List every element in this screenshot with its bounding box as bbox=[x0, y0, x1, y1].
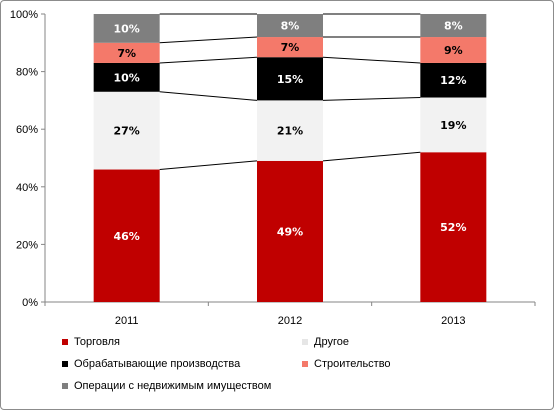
series-line bbox=[159, 36, 258, 44]
legend-label: Строительство bbox=[314, 358, 391, 370]
y-tick-label: 80% bbox=[16, 67, 38, 79]
series-line bbox=[159, 91, 258, 101]
series-line bbox=[322, 151, 421, 162]
legend-item: Другое bbox=[302, 336, 349, 348]
x-tick-label: 2013 bbox=[441, 315, 465, 327]
data-label: 15% bbox=[277, 73, 303, 86]
bar-segment bbox=[420, 14, 487, 38]
legend-item: Операции с недвижимым имуществом bbox=[62, 380, 271, 392]
data-label: 7% bbox=[281, 41, 300, 54]
y-tick-label: 40% bbox=[16, 182, 38, 194]
data-label: 52% bbox=[440, 221, 466, 234]
data-label: 19% bbox=[440, 119, 466, 132]
series-line bbox=[322, 56, 421, 64]
y-tick-label: 20% bbox=[16, 239, 38, 251]
series-line bbox=[159, 56, 258, 64]
legend-swatch bbox=[62, 339, 68, 345]
legend-swatch bbox=[302, 339, 308, 345]
data-label: 10% bbox=[113, 71, 139, 84]
legend-label: Обрабатывающие производства bbox=[74, 358, 241, 370]
x-tick-label: 2012 bbox=[278, 315, 302, 327]
legend-item: Строительство bbox=[302, 358, 391, 370]
data-label: 8% bbox=[444, 20, 463, 33]
series-line bbox=[322, 97, 421, 101]
legend-label: Другое bbox=[314, 336, 349, 348]
series-line bbox=[159, 160, 258, 171]
legend-swatch bbox=[62, 361, 68, 367]
bar-segment bbox=[257, 160, 323, 302]
bar-segment bbox=[420, 97, 487, 153]
bar-segment bbox=[257, 14, 323, 38]
legend-item: Обрабатывающие производства bbox=[62, 358, 240, 370]
bar-segment bbox=[257, 37, 323, 58]
bar-segment bbox=[257, 57, 323, 101]
data-label: 49% bbox=[277, 225, 303, 238]
bar-segment bbox=[93, 14, 160, 43]
data-label: 8% bbox=[281, 20, 300, 33]
legend-swatch bbox=[302, 361, 308, 367]
bar-segment bbox=[257, 100, 323, 161]
y-tick-label: 0% bbox=[22, 297, 38, 309]
data-label: 9% bbox=[444, 44, 463, 57]
legend-label: Торговля bbox=[74, 336, 120, 348]
data-label: 46% bbox=[113, 230, 139, 243]
bar-segment bbox=[93, 42, 160, 63]
bar-segment bbox=[93, 91, 160, 170]
x-tick-label: 2011 bbox=[115, 315, 139, 327]
data-label: 21% bbox=[277, 125, 303, 138]
legend: Торговля Другое Обрабатывающие производств… bbox=[62, 336, 542, 406]
data-label: 27% bbox=[113, 125, 139, 138]
legend-swatch bbox=[62, 383, 68, 389]
bar-segment bbox=[93, 169, 160, 302]
data-label: 7% bbox=[117, 47, 136, 60]
legend-item: Торговля bbox=[62, 336, 120, 348]
bar-segment bbox=[420, 37, 487, 63]
data-label: 10% bbox=[113, 22, 139, 35]
bar-segment bbox=[420, 152, 487, 302]
data-label: 12% bbox=[440, 74, 466, 87]
legend-label: Операции с недвижимым имуществом bbox=[74, 380, 272, 392]
y-tick-label: 100% bbox=[10, 9, 38, 21]
bar-segment bbox=[93, 62, 160, 92]
y-tick-label: 60% bbox=[16, 124, 38, 136]
bar-segment bbox=[420, 62, 487, 98]
